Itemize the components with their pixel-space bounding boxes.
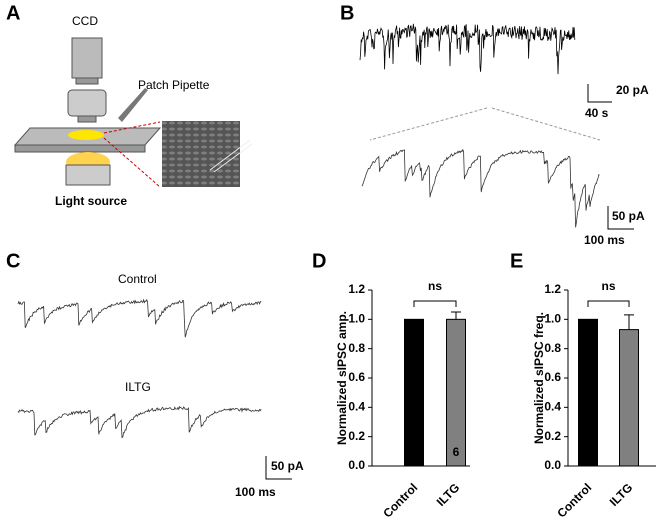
scale-bar	[587, 84, 612, 103]
panel-letter: E	[510, 250, 523, 272]
scale-bar	[607, 206, 634, 230]
microscope	[13, 37, 253, 188]
label: ILTG	[125, 380, 151, 394]
y-axis-label: Normalized sIPSC amp.	[335, 311, 349, 445]
significance-bracket	[413, 300, 457, 307]
x-tick-label: Control	[380, 480, 420, 519]
x-tick-label: ILTG	[607, 480, 636, 509]
y-tick-label: 1.2	[544, 282, 561, 296]
y-tick-label: 0.8	[348, 341, 365, 355]
bar	[404, 318, 424, 467]
scale-label: 100 ms	[584, 233, 625, 247]
scale-label: 50 pA	[612, 209, 645, 223]
y-tick-label: 0.6	[348, 370, 365, 384]
scale-label: 40 s	[585, 106, 609, 120]
n-label: 6	[453, 445, 460, 459]
scale-bar	[265, 456, 292, 480]
scale-label: 100 ms	[235, 485, 276, 499]
y-tick-label: 0.0	[348, 458, 365, 472]
scale-label: 20 pA	[616, 83, 649, 97]
error-bar	[451, 311, 461, 320]
trace	[17, 405, 262, 439]
traces	[17, 23, 600, 439]
bar	[578, 318, 598, 467]
significance-bracket	[587, 300, 630, 307]
n-label: 6	[411, 445, 418, 459]
y-tick-label: 0.6	[544, 370, 561, 384]
panel-letter: C	[6, 250, 20, 272]
y-tick-label: 0.2	[348, 429, 365, 443]
significance-label: ns	[428, 279, 442, 293]
x-tick-label: Control	[554, 480, 594, 519]
y-tick-label: 0.0	[544, 458, 561, 472]
significance-label: ns	[601, 279, 615, 293]
scale-label: 50 pA	[271, 459, 304, 473]
label: Light source	[55, 194, 127, 208]
label: Patch Pipette	[138, 78, 210, 92]
panel-letter: D	[312, 250, 326, 272]
y-tick-label: 0.8	[544, 341, 561, 355]
trace	[17, 298, 262, 338]
y-tick-label: 1.0	[544, 312, 561, 326]
y-tick-label: 1.2	[348, 282, 365, 296]
panel-letter: A	[6, 2, 20, 24]
panel-letter: B	[340, 2, 354, 24]
label: Control	[118, 272, 157, 286]
trace	[361, 148, 600, 228]
bar	[619, 329, 639, 467]
x-tick-label: ILTG	[434, 480, 463, 509]
error-bar	[624, 314, 634, 330]
y-tick-label: 0.4	[544, 400, 561, 414]
label: CCD	[72, 14, 98, 28]
y-tick-label: 0.2	[544, 429, 561, 443]
y-tick-label: 0.4	[348, 400, 365, 414]
y-axis-label: Normalized sIPSC freq.	[532, 312, 546, 444]
trace	[359, 23, 576, 75]
bar	[446, 318, 466, 467]
y-tick-label: 1.0	[348, 312, 365, 326]
